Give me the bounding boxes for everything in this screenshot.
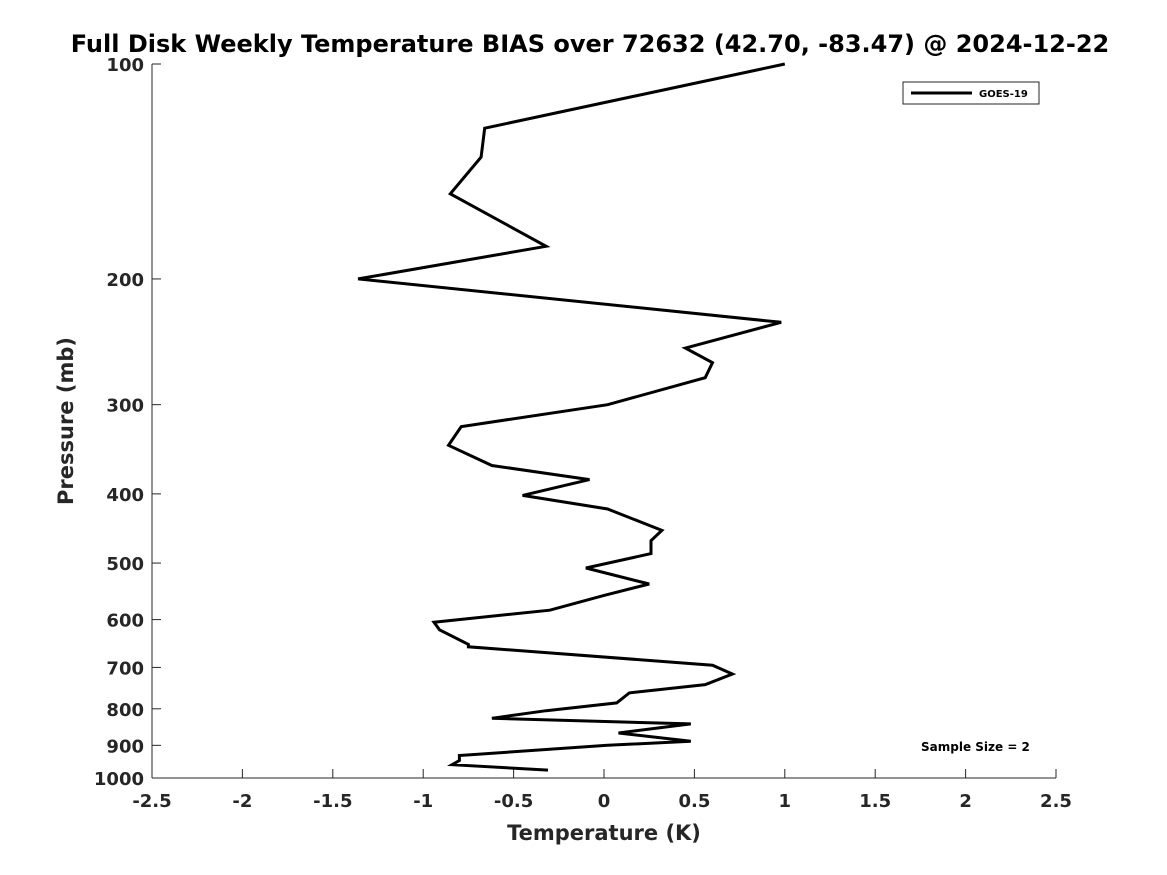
- x-tick-label: 0.5: [678, 791, 710, 812]
- y-tick-label: 700: [106, 658, 144, 679]
- x-tick-label: -2: [232, 791, 252, 812]
- y-tick-label: 200: [106, 270, 144, 291]
- x-tick-label: -2.5: [132, 791, 171, 812]
- y-tick-label: 600: [106, 611, 144, 632]
- y-tick-label: 500: [106, 554, 144, 575]
- x-tick-label: 1: [779, 791, 792, 812]
- x-tick-label: -1: [413, 791, 433, 812]
- y-tick-label: 1000: [94, 769, 144, 790]
- chart-title: Full Disk Weekly Temperature BIAS over 7…: [71, 30, 1110, 58]
- legend: GOES-19: [902, 81, 1040, 105]
- x-tick-label: 0: [598, 791, 611, 812]
- x-tick-label: -1.5: [313, 791, 352, 812]
- x-tick-label: -0.5: [494, 791, 533, 812]
- y-tick-label: 900: [106, 736, 144, 757]
- x-tick-label: 1.5: [859, 791, 891, 812]
- x-tick-label: 2.5: [1040, 791, 1072, 812]
- series-group: [357, 62, 786, 772]
- x-axis-label: Temperature (K): [507, 821, 701, 845]
- x-axis-ticks: -2.5 -2 -1.5 -1 -0.5 0 0.5 1 1.5 2 2.5: [132, 769, 1072, 812]
- y-axis-label: Pressure (mb): [54, 337, 78, 505]
- y-tick-label: 100: [106, 55, 144, 76]
- sample-size-annotation: Sample Size = 2: [921, 740, 1030, 754]
- y-tick-label: 300: [106, 396, 144, 417]
- y-tick-label: 800: [106, 700, 144, 721]
- plot-area: [152, 64, 1056, 778]
- y-tick-label: 400: [106, 485, 144, 506]
- series-line-goes-19: [357, 62, 786, 772]
- y-axis-ticks: 100 200 300 400 500 600 700 800 900 1000: [94, 55, 161, 790]
- legend-entry-goes-19: GOES-19: [979, 89, 1028, 100]
- x-tick-label: 2: [959, 791, 972, 812]
